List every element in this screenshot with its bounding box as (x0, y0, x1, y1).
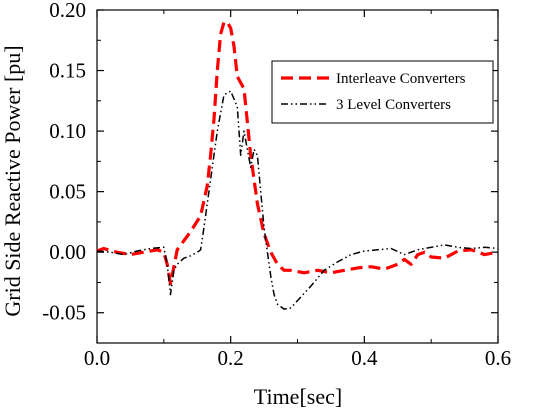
y-axis-title: Grid Side Reactive Power [pu] (0, 45, 25, 316)
series-line-1 (96, 20, 499, 286)
x-axis-title: Time[sec] (254, 384, 342, 409)
legend-label-1: Interleave Converters (336, 71, 466, 87)
y-tick-label: 0.15 (49, 59, 86, 83)
x-tick-label: 0.2 (218, 346, 244, 370)
x-tick-label: 0.0 (84, 346, 110, 370)
y-tick-label: 0.10 (49, 119, 86, 143)
legend-box (271, 60, 494, 124)
plot-frame (96, 9, 499, 344)
series-line-2 (96, 90, 499, 310)
y-tick-label: 0.20 (49, 0, 86, 22)
y-tick-label: 0.00 (49, 240, 86, 264)
legend: Interleave Converters 3 Level Converters (271, 60, 494, 124)
axis-layer: 0.0 0.2 0.4 0.6 -0.05 0.00 0.05 0.10 0.15 0.20 (42, 0, 511, 370)
y-tick-label: 0.05 (49, 180, 86, 204)
x-tick-label: 0.4 (351, 346, 378, 370)
y-tick-label: -0.05 (42, 301, 86, 325)
series-layer (96, 20, 499, 310)
legend-label-2: 3 Level Converters (336, 97, 451, 113)
x-tick-label: 0.6 (485, 346, 511, 370)
